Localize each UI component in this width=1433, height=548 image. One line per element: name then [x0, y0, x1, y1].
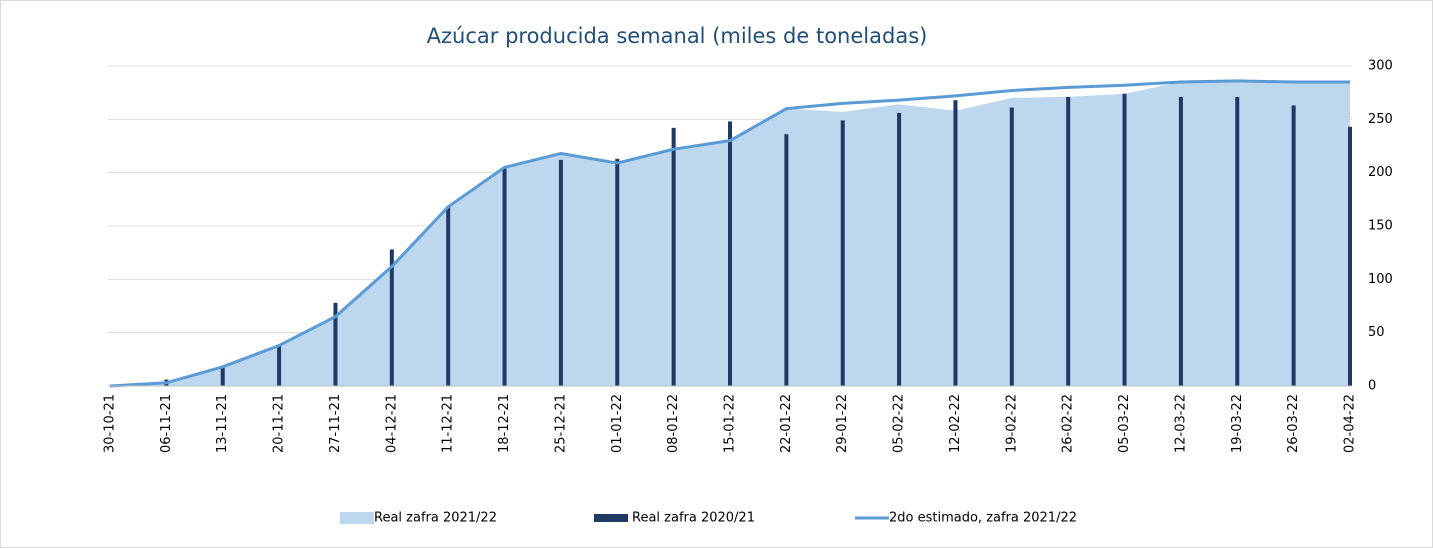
bar: [1178, 96, 1183, 386]
y-tick-label: 150: [1368, 219, 1393, 234]
y-tick-label: 200: [1368, 165, 1393, 180]
legend-label: Real zafra 2020/21: [632, 511, 755, 526]
y-tick-label: 300: [1368, 59, 1393, 74]
x-tick-label: 30-10-21: [103, 394, 118, 453]
bar: [333, 302, 338, 386]
bar: [389, 249, 394, 386]
bar: [1122, 93, 1127, 386]
x-tick-label: 12-02-22: [948, 394, 963, 453]
x-tick-label: 04-12-21: [384, 394, 399, 453]
bar: [558, 159, 563, 386]
y-tick-label: 250: [1368, 112, 1393, 127]
x-tick-label: 05-03-22: [1117, 394, 1132, 453]
bar: [728, 121, 732, 386]
x-tick-label: 12-03-22: [1173, 394, 1188, 453]
x-tick-label: 15-01-22: [723, 394, 738, 453]
x-tick-label: 13-11-21: [215, 394, 230, 453]
x-tick-label: 05-02-22: [892, 394, 907, 453]
bar: [1066, 96, 1071, 386]
legend-label: Real zafra 2021/22: [374, 511, 497, 526]
x-tick-label: 01-01-22: [610, 394, 625, 453]
x-tick-label: 20-11-21: [272, 394, 287, 453]
line: [109, 79, 1350, 388]
bar: [277, 345, 282, 386]
x-tick-label: 19-02-22: [1004, 394, 1019, 453]
legend-swatch: [594, 514, 628, 522]
bar: [671, 127, 676, 386]
bar: [1235, 96, 1240, 386]
x-tick-label: 26-03-22: [1286, 394, 1301, 453]
bar: [784, 134, 789, 386]
x-tick-label: 26-02-22: [1061, 394, 1076, 453]
y-tick-label: 0: [1368, 379, 1376, 394]
x-tick-label: 19-03-22: [1230, 394, 1245, 453]
bar: [1009, 107, 1014, 386]
x-tick-label: 25-12-21: [553, 394, 568, 453]
bar: [615, 158, 620, 386]
bar: [1348, 126, 1352, 387]
bar: [446, 206, 451, 386]
bar: [220, 366, 225, 386]
bar: [840, 120, 845, 387]
y-tick-label: 50: [1368, 325, 1385, 340]
bar: [502, 167, 507, 386]
legend-label: 2do estimado, zafra 2021/22: [889, 511, 1077, 526]
bar: [1291, 105, 1296, 386]
bar: [897, 112, 902, 386]
x-tick-label: 11-12-21: [441, 394, 456, 453]
x-tick-label: 02-04-22: [1343, 394, 1358, 453]
x-tick-label: 08-01-22: [666, 394, 681, 453]
x-tick-label: 29-01-22: [835, 394, 850, 453]
bar: [953, 100, 958, 386]
y-tick-label: 100: [1368, 272, 1393, 287]
x-tick-label: 27-11-21: [328, 394, 343, 453]
x-tick-label: 18-12-21: [497, 394, 512, 453]
chart-title: Azúcar producida semanal (miles de tonel…: [427, 24, 928, 48]
legend-swatch: [340, 512, 374, 524]
x-tick-label: 06-11-21: [159, 394, 174, 453]
x-tick-label: 22-01-22: [779, 394, 794, 453]
